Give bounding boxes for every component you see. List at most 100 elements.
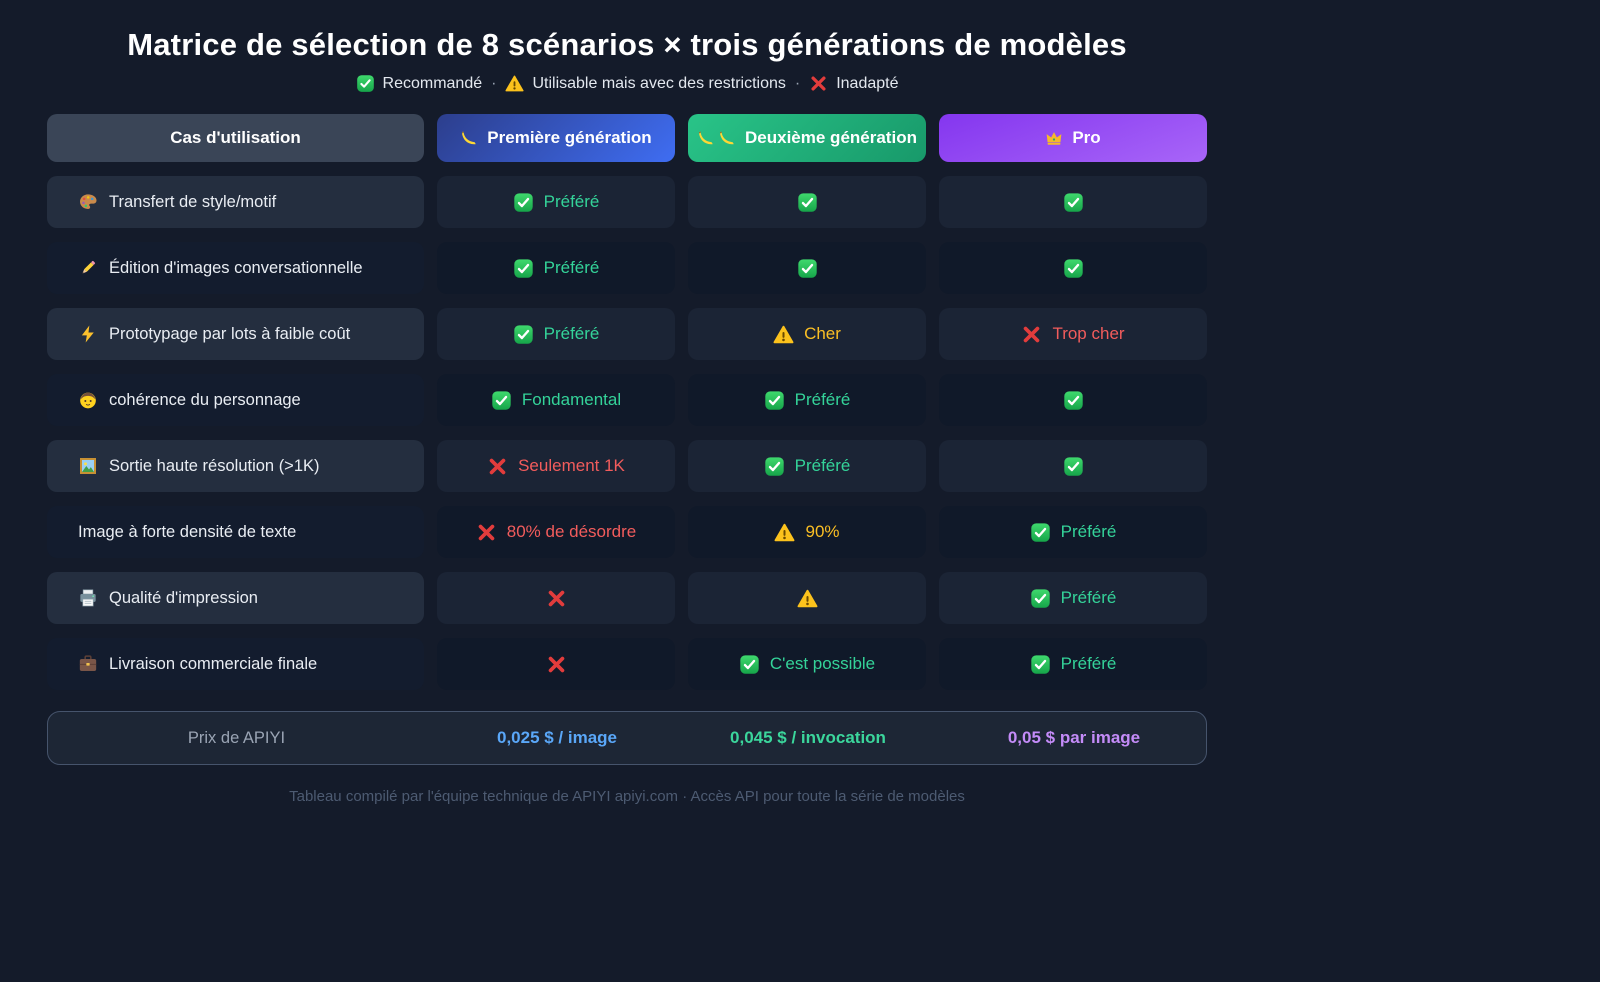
pro-price: 0,05 $ par image xyxy=(1007,728,1141,747)
status-cell-pro xyxy=(939,242,1207,294)
column-header-label: Deuxième génération xyxy=(745,128,917,147)
cross-icon xyxy=(1021,324,1042,345)
check-icon xyxy=(1063,456,1084,477)
use-case-label: Image à forte densité de texte xyxy=(78,522,297,541)
status-cell-pro xyxy=(939,176,1207,228)
status-text: 80% de désordre xyxy=(506,522,637,541)
status-text: Préféré xyxy=(1060,654,1117,673)
legend-separator: · xyxy=(491,74,497,92)
table-row: Édition d'images conversationnelle Préfér… xyxy=(47,242,1207,294)
legend-label: Inadapté xyxy=(836,74,899,92)
status-cell-pro: Trop cher xyxy=(939,308,1207,360)
use-case-label: Qualité d'impression xyxy=(109,588,258,607)
use-case-cell: cohérence du personnage xyxy=(47,374,424,426)
use-case-cell: Livraison commerciale finale xyxy=(47,638,424,690)
status-cell-gen1 xyxy=(437,638,675,690)
status-cell-pro: Préféré xyxy=(939,572,1207,624)
gen2-price: 0,045 $ / invocation xyxy=(730,728,886,747)
table-row: Qualité d'impression Préféré xyxy=(47,572,1207,624)
table-header-row: Cas d'utilisation Première génération De… xyxy=(47,114,1207,162)
warning-icon xyxy=(773,324,794,345)
status-cell-gen1: Préféré xyxy=(437,308,675,360)
use-case-cell: Qualité d'impression xyxy=(47,572,424,624)
use-case-cell: Prototypage par lots à faible coût xyxy=(47,308,424,360)
use-case-label: Édition d'images conversationnelle xyxy=(109,258,363,277)
bolt-icon xyxy=(78,324,98,344)
use-case-cell: Édition d'images conversationnelle xyxy=(47,242,424,294)
table-row: Livraison commerciale finale C'est possib… xyxy=(47,638,1207,690)
use-case-cell: Sortie haute résolution (>1K) xyxy=(47,440,424,492)
banana-icon xyxy=(718,129,736,147)
status-text: C'est possible xyxy=(769,654,876,673)
status-text: Préféré xyxy=(794,456,851,475)
status-cell-gen2 xyxy=(688,242,926,294)
check-icon xyxy=(513,324,534,345)
status-cell-gen2: Préféré xyxy=(688,374,926,426)
table-row: cohérence du personnage Fondamental Préfér… xyxy=(47,374,1207,426)
pricing-label: Prix de APIYI xyxy=(187,728,286,747)
legend-item-unsuitable: Inadapté xyxy=(809,74,898,93)
status-cell-gen1: Seulement 1K xyxy=(437,440,675,492)
gen1-price: 0,025 $ / image xyxy=(496,728,618,747)
status-text: Préféré xyxy=(543,324,600,343)
check-icon xyxy=(1030,588,1051,609)
gen2-chip-icons xyxy=(697,129,736,147)
status-text: Fondamental xyxy=(521,390,622,409)
legend-separator: · xyxy=(794,74,801,92)
status-text: Cher xyxy=(804,324,841,343)
check-icon xyxy=(513,192,534,213)
use-case-cell: Image à forte densité de texte xyxy=(47,506,424,558)
use-case-label: Sortie haute résolution (>1K) xyxy=(109,456,320,475)
cross-icon xyxy=(476,522,497,543)
use-case-label: Livraison commerciale finale xyxy=(109,654,318,673)
cross-icon xyxy=(546,654,567,675)
check-icon xyxy=(1030,654,1051,675)
banana-icon xyxy=(460,129,478,147)
status-cell-gen1: Fondamental xyxy=(437,374,675,426)
table-row: Image à forte densité de texte 80% de dés… xyxy=(47,506,1207,558)
gen1-chip-icons xyxy=(460,129,478,147)
check-icon xyxy=(764,456,785,477)
status-cell-gen1 xyxy=(437,572,675,624)
check-icon xyxy=(764,390,785,411)
use-case-label: Transfert de style/motif xyxy=(109,192,277,211)
status-cell-gen2: C'est possible xyxy=(688,638,926,690)
column-header-label: Première génération xyxy=(487,128,652,147)
use-case-label: Prototypage par lots à faible coût xyxy=(109,324,351,343)
pro-chip-icons xyxy=(1045,129,1063,147)
page-title: Matrice de sélection de 8 scénarios × tr… xyxy=(127,27,1127,62)
status-text: Préféré xyxy=(1060,588,1117,607)
status-cell-gen2 xyxy=(688,176,926,228)
status-cell-pro xyxy=(939,440,1207,492)
status-cell-gen2: Cher xyxy=(688,308,926,360)
check-icon xyxy=(797,258,818,279)
warning-icon xyxy=(774,522,795,543)
status-text: 90% xyxy=(805,522,840,541)
status-cell-gen1: Préféré xyxy=(437,176,675,228)
check-icon xyxy=(797,192,818,213)
briefcase-icon xyxy=(78,654,98,674)
table-row: Sortie haute résolution (>1K) Seulement 1… xyxy=(47,440,1207,492)
warning-icon xyxy=(797,588,818,609)
status-cell-gen2 xyxy=(688,572,926,624)
status-text: Préféré xyxy=(794,390,851,409)
matrix-infographic: Matrice de sélection de 8 scénarios × tr… xyxy=(47,26,1207,805)
use-case-cell: Transfert de style/motif xyxy=(47,176,424,228)
check-icon xyxy=(739,654,760,675)
check-icon xyxy=(513,258,534,279)
legend-item-restricted: Utilisable mais avec des restrictions xyxy=(505,74,786,93)
status-cell-pro: Préféré xyxy=(939,506,1207,558)
column-header-gen1: Première génération xyxy=(437,114,675,162)
pricing-row: Prix de APIYI 0,025 $ / image 0,045 $ / … xyxy=(47,711,1207,765)
printer-icon xyxy=(78,588,98,608)
status-text: Préféré xyxy=(543,192,600,211)
check-icon xyxy=(356,74,375,93)
boy-icon xyxy=(78,390,98,410)
status-cell-gen2: 90% xyxy=(688,506,926,558)
column-header-gen2: Deuxième génération xyxy=(688,114,926,162)
cross-icon xyxy=(546,588,567,609)
cross-icon xyxy=(487,456,508,477)
palette-icon xyxy=(78,192,98,212)
column-header-label: Cas d'utilisation xyxy=(170,128,301,147)
footer-note: Tableau compilé par l'équipe technique d… xyxy=(289,788,965,805)
